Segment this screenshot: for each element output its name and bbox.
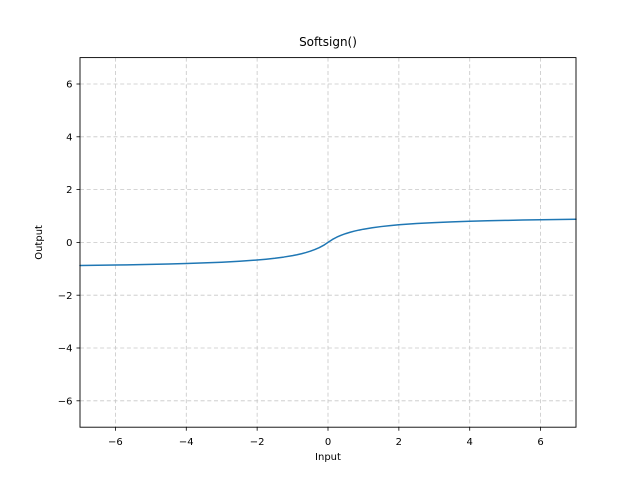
y-axis-label: Output (34, 225, 45, 260)
x-tick-label: 4 (467, 437, 473, 448)
axis-ticks: −6 −4 −2 0 2 4 6 −6 −4 −2 0 2 4 6 (58, 80, 544, 448)
x-axis-label: Input (315, 452, 341, 463)
grid-lines (80, 57, 576, 428)
y-tick-label: 2 (66, 185, 72, 196)
line-series (79, 218, 577, 267)
x-tick-label: −2 (250, 437, 265, 448)
x-tick-label: 0 (325, 437, 331, 448)
chart-title: Softsign() (299, 35, 357, 49)
y-tick-label: 6 (66, 80, 72, 91)
y-tick-label: −2 (58, 291, 73, 302)
y-tick-label: 0 (66, 238, 72, 249)
x-tick-label: 2 (396, 437, 402, 448)
x-tick-label: −6 (108, 437, 123, 448)
y-tick-label: 4 (66, 132, 72, 143)
y-tick-label: −6 (58, 396, 73, 407)
series-line-softsign (79, 218, 577, 267)
x-tick-label: −4 (179, 437, 194, 448)
y-tick-label: −4 (58, 344, 73, 355)
x-tick-label: 6 (537, 437, 543, 448)
